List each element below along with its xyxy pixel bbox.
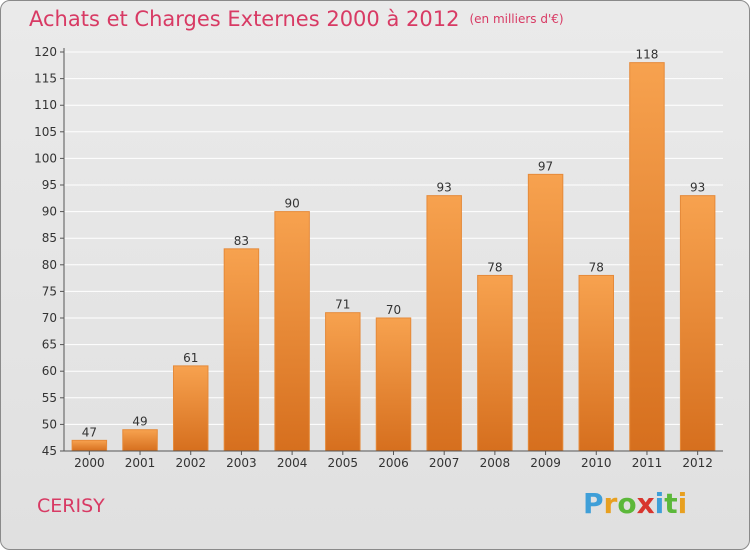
data-label-2007: 93 bbox=[437, 181, 452, 195]
y-tick-label: 50 bbox=[42, 417, 57, 431]
bar-2002 bbox=[172, 365, 209, 452]
y-tick-label: 100 bbox=[34, 151, 57, 165]
data-label-2012: 93 bbox=[690, 181, 705, 195]
x-tick-label-2004: 2004 bbox=[277, 456, 308, 470]
y-tick-label: 90 bbox=[42, 205, 57, 219]
y-tick-label: 80 bbox=[42, 258, 57, 272]
x-tick-label-2010: 2010 bbox=[581, 456, 612, 470]
x-tick-label-2000: 2000 bbox=[74, 456, 105, 470]
bar-2009 bbox=[527, 173, 564, 452]
logo-letter: r bbox=[603, 487, 618, 520]
chart-subtitle: (en milliers d'€) bbox=[469, 12, 564, 26]
x-tick-label-2007: 2007 bbox=[429, 456, 460, 470]
y-tick-label: 65 bbox=[42, 338, 57, 352]
bar-2001 bbox=[122, 429, 158, 452]
x-tick-label-2009: 2009 bbox=[530, 456, 561, 470]
commune-name: CERISY bbox=[37, 495, 105, 517]
y-tick-label: 95 bbox=[42, 178, 57, 192]
bar-2012 bbox=[679, 195, 716, 452]
logo-letter: o bbox=[617, 487, 637, 520]
logo-letter: i bbox=[654, 487, 665, 520]
bar-2007 bbox=[426, 195, 462, 452]
x-tick-label-2005: 2005 bbox=[328, 456, 359, 470]
data-label-2009: 97 bbox=[538, 159, 553, 173]
y-tick-label: 105 bbox=[34, 125, 57, 139]
bar-2000 bbox=[71, 439, 108, 452]
data-label-2011: 118 bbox=[636, 48, 659, 62]
bar-2008 bbox=[477, 274, 513, 452]
x-tick-label-2003: 2003 bbox=[226, 456, 257, 470]
title-text: Achats et Charges Externes 2000 à 2012 bbox=[29, 7, 460, 31]
y-tick-label: 60 bbox=[42, 364, 57, 378]
y-tick-label: 110 bbox=[34, 98, 57, 112]
bar-2004 bbox=[274, 211, 310, 452]
data-label-2010: 78 bbox=[589, 260, 604, 274]
x-tick-label-2002: 2002 bbox=[175, 456, 206, 470]
y-tick-label: 75 bbox=[42, 284, 57, 298]
bar-2005 bbox=[325, 312, 361, 452]
logo-letter: i bbox=[677, 487, 688, 520]
bar-2010 bbox=[578, 274, 615, 452]
bar-2006 bbox=[375, 317, 412, 452]
y-tick-label: 45 bbox=[42, 444, 57, 458]
data-label-2001: 49 bbox=[132, 415, 147, 429]
data-label-2008: 78 bbox=[487, 260, 502, 274]
data-label-2003: 83 bbox=[234, 234, 249, 248]
x-tick-label-2001: 2001 bbox=[125, 456, 156, 470]
chart-title: Achats et Charges Externes 2000 à 2012 (e… bbox=[29, 7, 564, 31]
data-label-2002: 61 bbox=[183, 351, 198, 365]
proxiti-logo: Proxiti bbox=[583, 487, 687, 520]
x-tick-label-2008: 2008 bbox=[480, 456, 511, 470]
axes: 45 50 55 60 65 70 75 80 85 90 95 100 105 110 115 120 200… bbox=[34, 45, 723, 470]
data-label-2004: 90 bbox=[284, 197, 299, 211]
logo-letter: t bbox=[664, 487, 678, 520]
y-tick-label: 85 bbox=[42, 231, 57, 245]
data-label-2005: 71 bbox=[335, 298, 350, 312]
y-tick-label: 115 bbox=[34, 72, 57, 86]
x-tick-label-2012: 2012 bbox=[682, 456, 713, 470]
bars: 47 49 61 83 90 71 70 93 78 97 78 118 93 bbox=[71, 48, 716, 452]
bar-2011 bbox=[629, 62, 665, 452]
data-label-2000: 47 bbox=[82, 425, 97, 439]
bar-2003 bbox=[223, 248, 260, 452]
y-tick-label: 120 bbox=[34, 45, 57, 59]
x-tick-label-2011: 2011 bbox=[632, 456, 663, 470]
logo-letter: x bbox=[636, 487, 655, 520]
y-tick-label: 70 bbox=[42, 311, 57, 325]
y-tick-label: 55 bbox=[42, 391, 57, 405]
data-label-2006: 70 bbox=[386, 303, 401, 317]
x-tick-label-2006: 2006 bbox=[378, 456, 409, 470]
logo-letter: P bbox=[583, 487, 604, 520]
